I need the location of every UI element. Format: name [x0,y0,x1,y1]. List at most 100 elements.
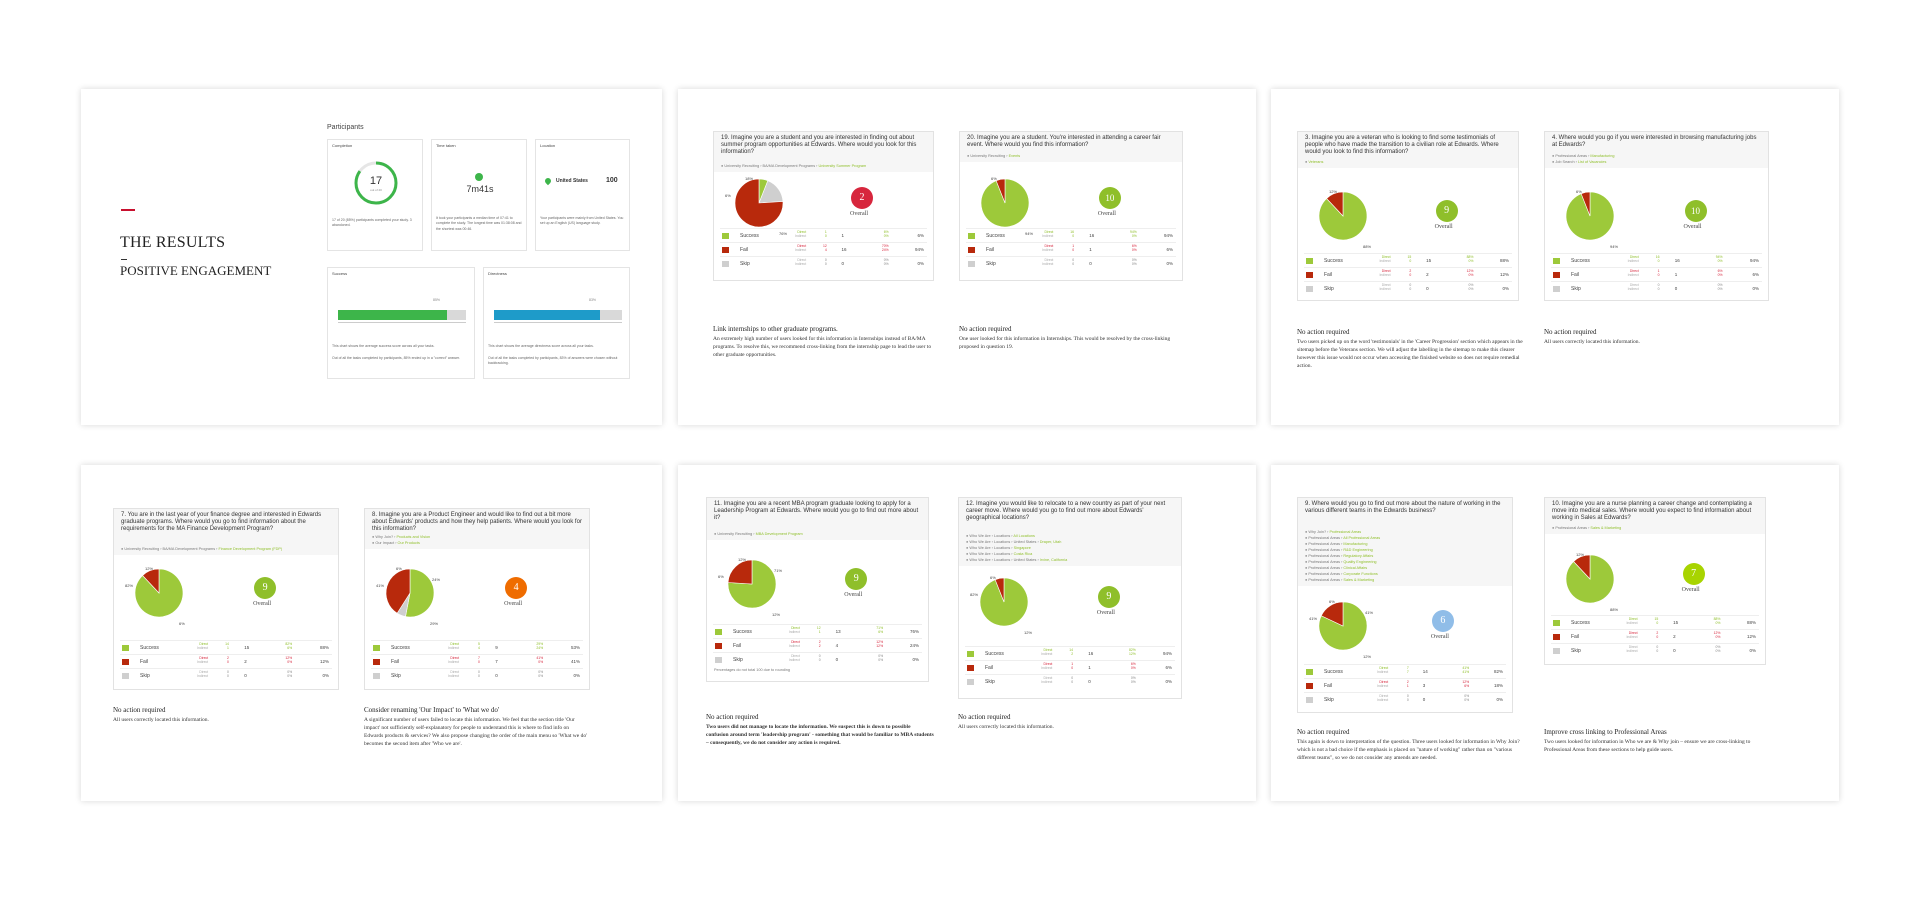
total-percent: 12% [1746,634,1756,639]
indirect-count: 0 [1071,666,1074,671]
direct-count: 1 [1072,244,1075,248]
finding-body: An extremely high number of users looked… [713,336,932,358]
success-box: Success 85% This chart shows the average… [327,267,475,379]
result-row-fail: Fail Direct Indirect 2 1 3 12% 6% 18% [1304,678,1506,692]
path-destination: Manufacturing [1590,154,1615,158]
result-row-label: Success [986,233,1005,239]
direct-label: Direct [797,244,807,248]
direct-indirect-percent: 12% 0% [1459,269,1474,278]
direct-label: Direct [1628,617,1638,621]
direct-indirect-labels: Direct Indirect [1364,283,1390,292]
indirect-count: 0 [1406,698,1409,703]
total-count: 0 [1426,286,1429,291]
result-row-success: Success Direct Indirect 7 7 14 41% 41% 82% [1304,664,1506,678]
pie-label: 12% [1024,630,1033,635]
direct-label: Direct [1044,244,1054,248]
total-percent: 88% [319,645,329,650]
result-row-label: Fail [1571,272,1580,278]
total-count: 0 [495,673,498,678]
indirect-label: Indirect [1041,680,1053,685]
total-count: 14 [1422,669,1428,674]
task-card-header [1298,132,1518,168]
success-label: Success [332,271,348,276]
direct-indirect-percent: 0% 0% [875,258,889,267]
direct-indirect-labels: Direct Indirect [432,656,459,665]
indirect-label: Indirect [1041,652,1053,657]
result-row-label: Fail [986,247,995,253]
direct-indirect-labels: Direct Indirect [773,626,800,635]
direct-count: 0 [1406,694,1409,698]
pie-chart [1565,191,1615,241]
direct-percent: 88% [1466,255,1474,259]
direct-percent: 0% [1468,283,1474,287]
indirect-count: 0 [1072,262,1075,267]
direct-label: Direct [1381,269,1391,273]
pie-chart [727,559,777,609]
direct-indirect-labels: Direct Indirect [1026,258,1053,267]
direct-label: Direct [450,670,460,674]
path-destination: Sales & Marketing [1343,578,1375,582]
result-row-skip: Skip Direct Indirect 0 0 0 0% 0% 0% [1551,643,1759,657]
path-prefix: Who We Are › Locations › [969,534,1014,538]
total-count: 16 [1088,651,1094,656]
indirect-label: Indirect [1042,262,1054,267]
finding-body: A significant number of users failed to … [364,717,588,747]
result-row-success: Success Direct Indirect 5 4 9 29% 24% 53% [371,640,583,654]
indirect-count: 2 [818,644,821,649]
direct-label: Direct [791,654,800,658]
total-count: 15 [1673,620,1679,625]
directness-label: Directness [488,271,507,276]
indirect-percent: 0% [1468,273,1474,278]
total-count: 2 [1673,634,1676,639]
path-prefix: Professional Areas › [1308,536,1344,540]
direct-count: 0 [818,654,821,658]
path-destination: Manufacturing [1343,542,1368,546]
finding-body: All users correctly located this informa… [958,724,1054,730]
success-bar-fill [338,310,447,320]
pie-slice-fail [1326,191,1344,217]
overall-label: Overall [504,601,523,607]
total-percent: 76% [909,629,919,634]
indirect-percent: 6% [1464,684,1470,689]
correct-path: ● Professional Areas › Manufacturing [1305,542,1367,546]
result-row-label: Skip [391,673,401,679]
total-percent: 88% [1499,258,1509,263]
pie-chart [1318,191,1368,241]
direct-indirect-percent: 12% 0% [278,656,292,665]
path-dot-icon: ● [121,547,125,551]
direct-indirect-labels: Direct Indirect [1025,662,1052,671]
path-prefix: University Recruiting › [970,154,1009,158]
total-percent: 6% [1165,665,1172,670]
total-count: 15 [244,645,250,650]
path-dot-icon: ● [1305,554,1309,558]
success-note-1: This chart shows the average success sco… [332,344,435,348]
direct-count: 7 [1406,666,1409,670]
task-question: 11. Imagine you are a recent MBA program… [714,501,919,522]
total-count: 4 [835,643,839,648]
correct-path: ● Who We Are › Locations › United States… [966,558,1067,562]
result-row-label: Skip [140,673,150,679]
finding-heading: Link internships to other graduate progr… [713,325,838,333]
direct-indirect-percent: 41% 0% [529,656,543,665]
result-row-skip: Skip Direct Indirect 0 0 0 0% 0% 0% [120,668,332,682]
direct-count: 5 [478,642,480,646]
total-count: 2 [1426,272,1429,277]
direct-indirect-labels: Direct Indirect [1612,255,1639,264]
direct-count: 2 [227,656,229,660]
path-prefix: Why Join? › [1308,530,1330,534]
finding-body: All users correctly located this informa… [113,717,209,723]
result-row-label: Skip [733,657,743,663]
direct-percent: 82% [285,642,293,646]
indirect-label: Indirect [788,658,800,663]
direct-indirect-labels: Direct Indirect [780,230,806,239]
direct-percent: 6% [1130,662,1136,666]
direct-label: Direct [1629,283,1639,287]
direct-label: Direct [1628,631,1638,635]
total-count: 13 [835,629,841,634]
direct-indirect-labels: Direct Indirect [1364,255,1390,264]
total-percent: 24% [909,643,919,648]
